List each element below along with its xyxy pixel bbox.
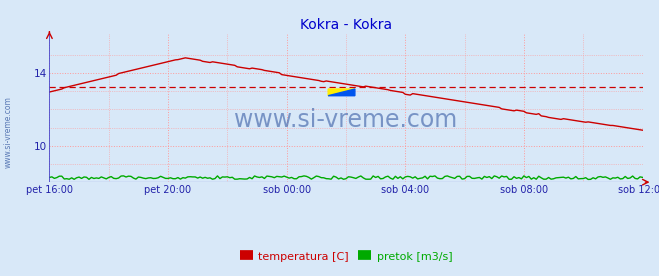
Title: Kokra - Kokra: Kokra - Kokra [300,18,392,32]
Polygon shape [328,89,355,96]
Legend: temperatura [C], pretok [m3/s]: temperatura [C], pretok [m3/s] [235,247,457,266]
Text: www.si-vreme.com: www.si-vreme.com [3,97,13,168]
Polygon shape [328,89,355,96]
Text: www.si-vreme.com: www.si-vreme.com [235,108,457,132]
